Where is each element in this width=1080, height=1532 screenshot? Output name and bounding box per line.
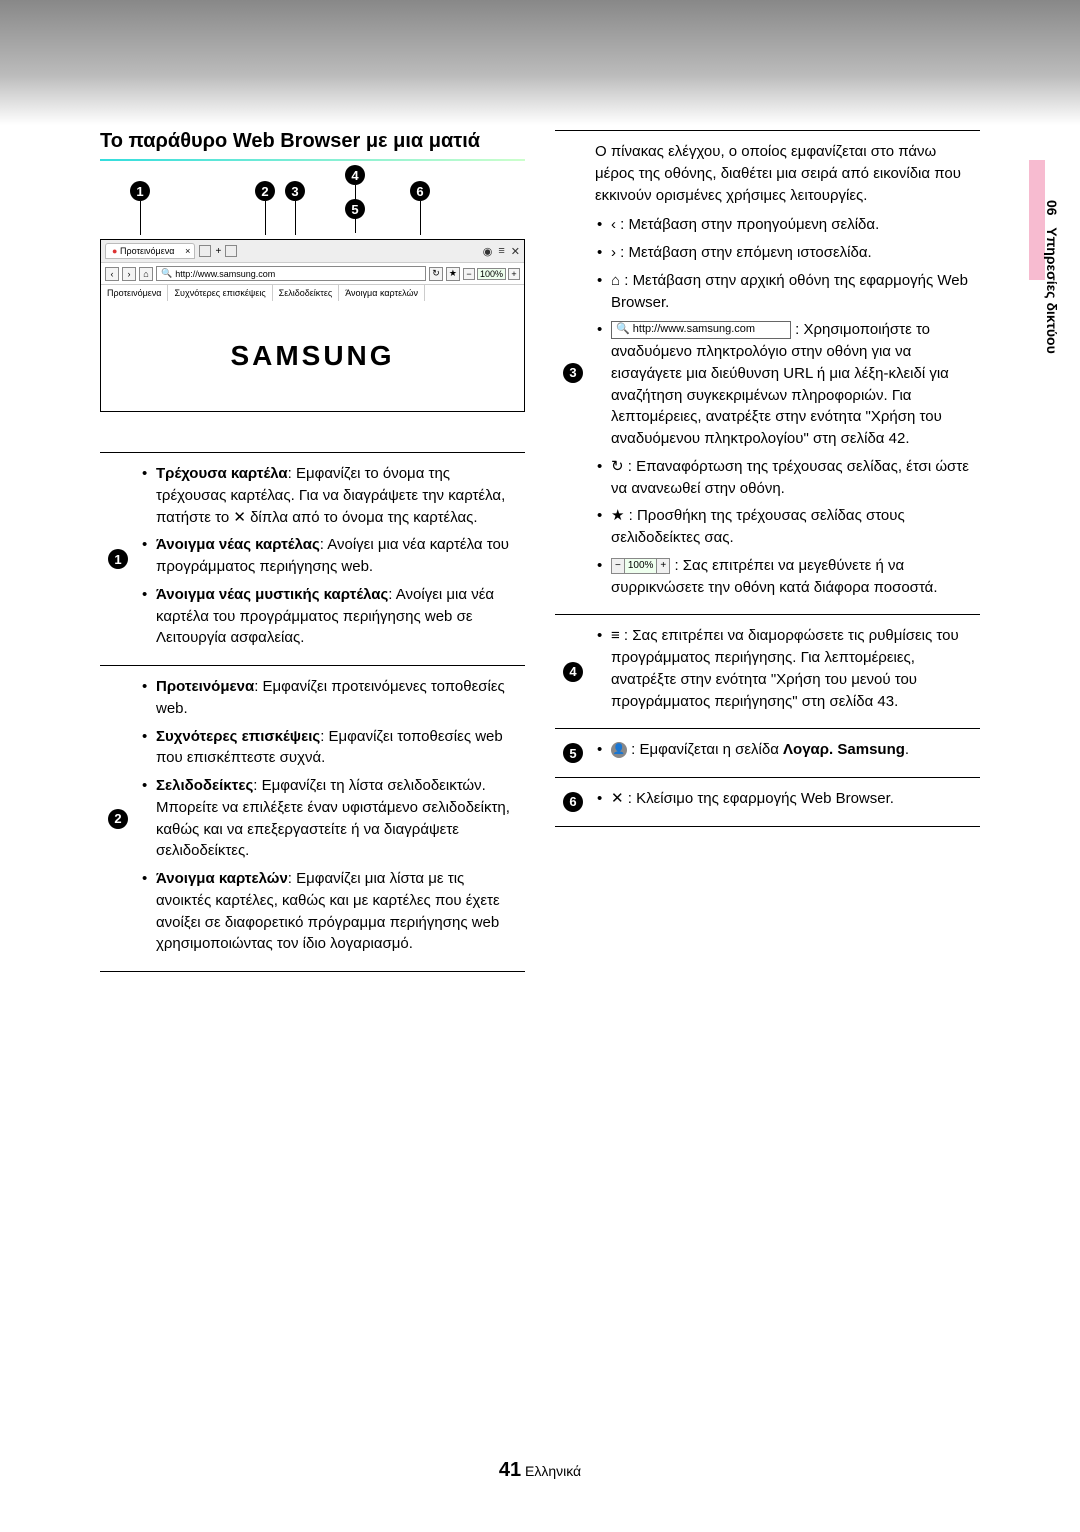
side-label: 06 Υπηρεσίες δικτύου <box>1044 200 1060 354</box>
callout-4: 4 <box>345 165 365 185</box>
row4-t1: : Σας επιτρέπει να διαμορφώσετε τις ρυθμ… <box>611 627 959 709</box>
row5-b1: Λογαρ. Samsung <box>783 741 905 758</box>
side-section-label: Υπηρεσίες δικτύου <box>1044 227 1060 353</box>
page-lang: Ελληνικά <box>525 1463 581 1479</box>
row3-li2: : Μετάβαση στην επόμενη ιστοσελίδα. <box>616 244 872 261</box>
side-color-tab <box>1029 160 1045 280</box>
row2-b3: Σελιδοδείκτες <box>156 777 253 794</box>
callout-2: 2 <box>255 181 275 201</box>
row2-b4: Άνοιγμα καρτελών <box>156 870 288 887</box>
tab-bar: ● Προτεινόμενα × + ◉ ≡ ✕ <box>101 240 524 263</box>
account-icon: ◉ <box>483 245 493 258</box>
row2-b1: Προτεινόμενα <box>156 678 254 695</box>
desc-table-right: 3 Ο πίνακας ελέγχου, ο οποίος εμφανίζετα… <box>555 130 980 827</box>
close-tab-icon: × <box>185 246 190 256</box>
row4-num: 4 <box>563 662 583 682</box>
desc-row-5: 5 👤 : Εμφανίζεται η σελίδα Λογαρ. Samsun… <box>555 729 980 778</box>
desc-table-left: 1 Τρέχουσα καρτέλα: Εμφανίζει το όνομα τ… <box>100 452 525 972</box>
row5-num: 5 <box>563 743 583 763</box>
menu-icon: ≡ <box>498 245 504 258</box>
navtab-recommended: Προτεινόμενα <box>101 285 168 301</box>
row1-b3: Άνοιγμα νέας μυστικής καρτέλας <box>156 586 388 603</box>
tab-label: Προτεινόμενα <box>120 246 174 256</box>
desc-row-4: 4 ≡ : Σας επιτρέπει να διαμορφώσετε τις … <box>555 615 980 729</box>
desc-row-2: 2 Προτεινόμενα: Εμφανίζει προτεινόμενες … <box>100 666 525 972</box>
close-icon: ✕ <box>511 245 520 258</box>
row5-t1b: . <box>905 741 909 758</box>
row3-url-text: http://www.samsung.com <box>633 323 755 335</box>
row2-b2: Συχνότερες επισκέψεις <box>156 728 320 745</box>
home-glyph: ⌂ <box>611 272 620 289</box>
section-title: Το παράθυρο Web Browser με μια ματιά <box>100 130 525 159</box>
account-glyph: 👤 <box>611 742 627 758</box>
row6-t1: : Κλείσιμο της εφαρμογής Web Browser. <box>624 790 894 807</box>
navtab-bookmarks: Σελιδοδείκτες <box>273 285 340 301</box>
desc-row-1: 1 Τρέχουσα καρτέλα: Εμφανίζει το όνομα τ… <box>100 453 525 666</box>
hamburger-glyph: ≡ <box>611 627 620 644</box>
callout-1: 1 <box>130 181 150 201</box>
browser-tab: ● Προτεινόμενα × <box>105 243 195 259</box>
url-box-icon: 🔍 http://www.samsung.com <box>611 321 791 339</box>
left-column: Το παράθυρο Web Browser με μια ματιά 1 2… <box>100 130 525 1492</box>
callout-row: 1 2 3 4 5 6 <box>100 175 525 235</box>
plus-icon: + <box>215 246 221 257</box>
home-icon: ⌂ <box>139 267 153 281</box>
reload-glyph: ↻ <box>611 458 624 475</box>
page-content: Το παράθυρο Web Browser με μια ματιά 1 2… <box>100 130 980 1492</box>
zoom-glyph: −100%+ <box>611 558 670 575</box>
zoom-control: − 100% + <box>463 268 520 280</box>
header-gradient <box>0 0 1080 125</box>
star-icon: ★ <box>446 267 460 281</box>
desc-row-3: 3 Ο πίνακας ελέγχου, ο οποίος εμφανίζετα… <box>555 131 980 615</box>
page-footer: 41 Ελληνικά <box>0 1459 1080 1482</box>
nav-tabs: Προτεινόμενα Συχνότερες επισκέψεις Σελιδ… <box>101 285 524 301</box>
close-glyph: ✕ <box>611 790 624 807</box>
row3-li6: : Προσθήκη της τρέχουσας σελίδας στους σ… <box>611 507 905 546</box>
desc-row-6: 6 ✕ : Κλείσιμο της εφαρμογής Web Browser… <box>555 778 980 827</box>
reload-icon: ↻ <box>429 267 443 281</box>
row1-num: 1 <box>108 549 128 569</box>
star-glyph: ★ <box>611 507 624 524</box>
address-bar: ‹ › ⌂ 🔍 http://www.samsung.com ↻ ★ − 100… <box>101 263 524 285</box>
row1-b1: Τρέχουσα καρτέλα <box>156 465 288 482</box>
row3-li1: : Μετάβαση στην προηγούμενη σελίδα. <box>616 216 879 233</box>
title-underline <box>100 159 525 161</box>
callout-6: 6 <box>410 181 430 201</box>
row3-li3: : Μετάβαση στην αρχική οθόνη της εφαρμογ… <box>611 272 968 311</box>
navtab-frequent: Συχνότερες επισκέψεις <box>168 285 272 301</box>
search-icon: 🔍 <box>161 268 172 279</box>
incognito-icon <box>225 245 237 257</box>
right-column: 3 Ο πίνακας ελέγχου, ο οποίος εμφανίζετα… <box>555 130 980 1492</box>
row3-intro: Ο πίνακας ελέγχου, ο οποίος εμφανίζεται … <box>595 141 972 206</box>
row6-num: 6 <box>563 792 583 812</box>
row1-b2: Άνοιγμα νέας καρτέλας <box>156 536 320 553</box>
row3-num: 3 <box>563 363 583 383</box>
page-number: 41 <box>499 1459 521 1481</box>
browser-content: SAMSUNG <box>101 301 524 411</box>
new-tab-icon <box>199 245 211 257</box>
side-page-num: 06 <box>1044 200 1060 216</box>
back-icon: ‹ <box>105 267 119 281</box>
zoom-value: 100% <box>477 268 506 280</box>
url-text: http://www.samsung.com <box>175 269 275 279</box>
navtab-opentabs: Άνοιγμα καρτελών <box>339 285 425 301</box>
row3-li5: : Επαναφόρτωση της τρέχουσας σελίδας, έτ… <box>611 458 969 497</box>
zoom-in-icon: + <box>508 268 520 280</box>
forward-icon: › <box>122 267 136 281</box>
row2-num: 2 <box>108 809 128 829</box>
callout-3: 3 <box>285 181 305 201</box>
browser-mock: ● Προτεινόμενα × + ◉ ≡ ✕ ‹ › ⌂ <box>100 239 525 412</box>
url-input: 🔍 http://www.samsung.com <box>156 266 426 281</box>
row3-li4: Χρησιμοποιήστε το αναδυόμενο πληκτρολόγι… <box>611 321 949 447</box>
zoom-out-icon: − <box>463 268 475 280</box>
callout-5: 5 <box>345 199 365 219</box>
row5-t1a: : Εμφανίζεται η σελίδα <box>627 741 783 758</box>
